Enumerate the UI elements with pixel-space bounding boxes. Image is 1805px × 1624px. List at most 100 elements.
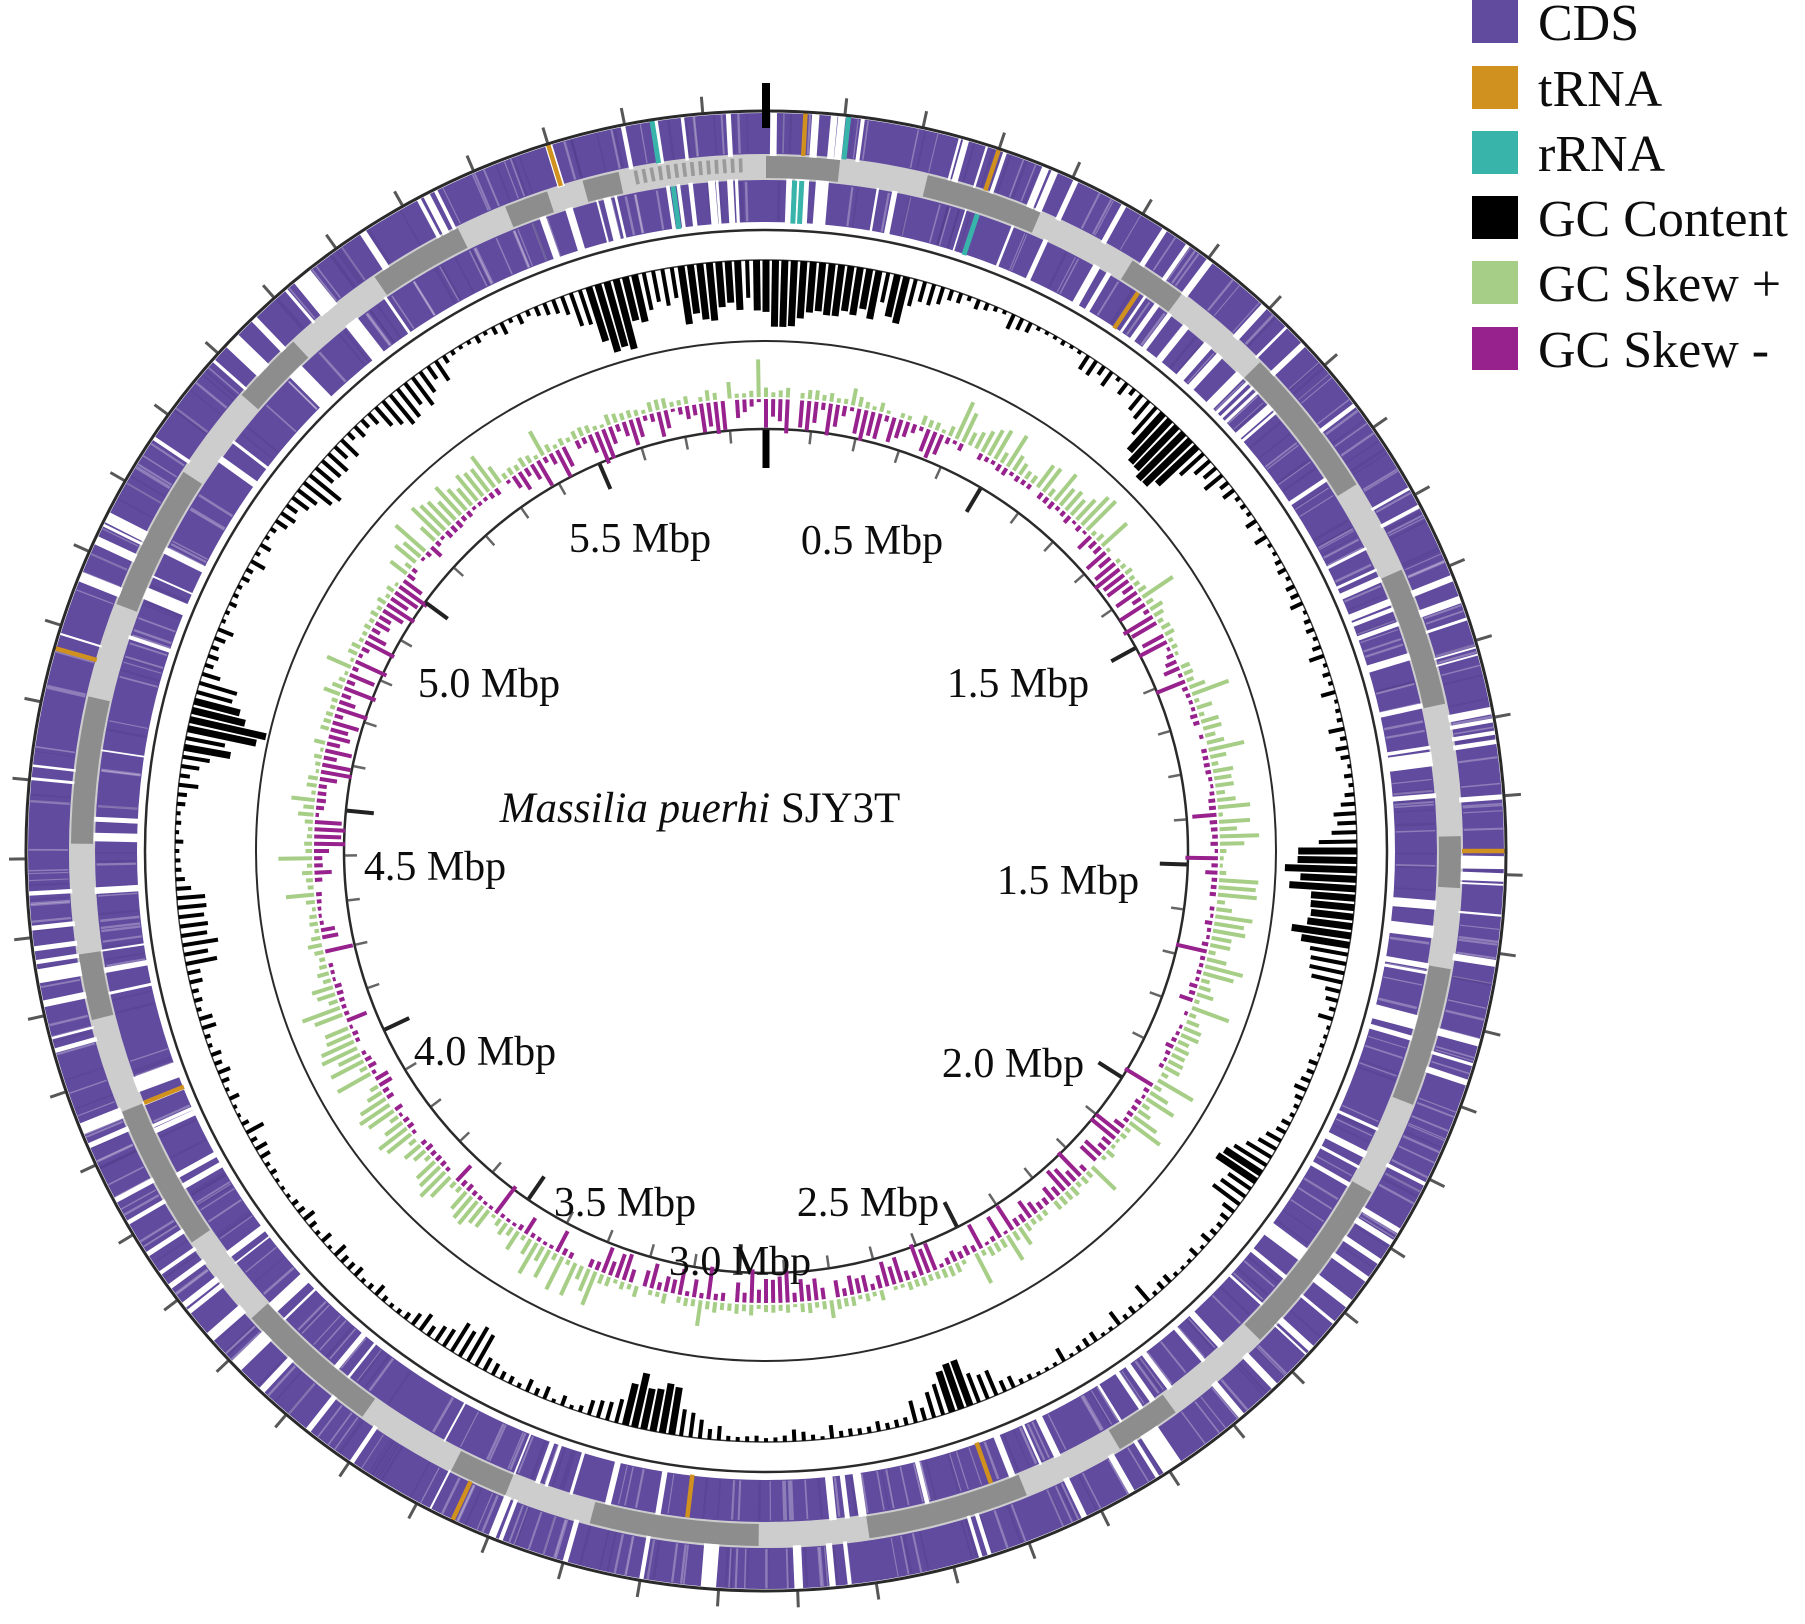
gc-spike bbox=[280, 1185, 286, 1191]
gc-spike bbox=[660, 268, 671, 307]
gc-skew-plus-spike bbox=[1141, 575, 1174, 599]
cds-shade bbox=[338, 1419, 364, 1454]
gc-skew-plus-spike bbox=[506, 466, 514, 476]
cds-striation bbox=[313, 1315, 341, 1346]
outer-tick bbox=[465, 155, 475, 171]
cds-shade bbox=[64, 1067, 103, 1081]
gc-skew-plus-spike bbox=[993, 429, 1014, 461]
gc-spike bbox=[176, 801, 186, 807]
gc-skew-minus-spike bbox=[398, 584, 429, 608]
cds-gap bbox=[1435, 653, 1481, 667]
gc-skew-track bbox=[278, 359, 1260, 1327]
gc-skew-plus-spike bbox=[1188, 679, 1206, 690]
gc-skew-plus-spike bbox=[879, 1289, 886, 1301]
cds-gap bbox=[1278, 1316, 1316, 1352]
gc-spike bbox=[924, 1391, 937, 1419]
cds-striation bbox=[109, 720, 149, 730]
gc-skew-minus-spike bbox=[315, 891, 322, 897]
cds-striation bbox=[1384, 1172, 1421, 1193]
gc-skew-plus-spike bbox=[1216, 789, 1226, 795]
gc-spike bbox=[1324, 986, 1341, 994]
cds-shade bbox=[1357, 1065, 1396, 1082]
gc-skew-plus-spike bbox=[343, 670, 349, 676]
cds-gap bbox=[914, 1459, 930, 1505]
trna-mark bbox=[800, 112, 808, 157]
gc-spike bbox=[849, 267, 864, 316]
cds-shade bbox=[1275, 1219, 1309, 1245]
cds-striation bbox=[983, 1441, 1000, 1480]
gc-skew-plus-spike bbox=[1212, 928, 1246, 939]
gc-skew-minus-spike bbox=[1142, 608, 1150, 616]
gc-spike bbox=[1130, 405, 1158, 436]
cds-gap bbox=[1318, 402, 1358, 434]
cds-striation bbox=[317, 1404, 343, 1438]
cds-striation bbox=[231, 1331, 262, 1361]
gc-skew-minus-spike bbox=[581, 436, 588, 445]
cds-striation bbox=[613, 1533, 625, 1574]
cds-gap bbox=[100, 749, 147, 758]
gc-skew-minus-spike bbox=[1035, 1201, 1044, 1211]
cds-shade bbox=[97, 805, 138, 810]
cds-striation bbox=[1152, 237, 1177, 271]
gc-skew-minus-spike bbox=[1192, 812, 1217, 819]
cds-gap bbox=[40, 991, 87, 1008]
gc-skew-plus-spike bbox=[1069, 1185, 1080, 1197]
gc-skew-plus-spike bbox=[326, 654, 352, 670]
gc-skew-plus-spike bbox=[1030, 1217, 1037, 1226]
cds-striation bbox=[175, 407, 209, 433]
gc-skew-minus-spike bbox=[805, 1284, 812, 1302]
cds-striation bbox=[1362, 468, 1398, 491]
cds-shade bbox=[719, 183, 724, 223]
cds-striation bbox=[225, 1325, 256, 1355]
cds-shade bbox=[1109, 290, 1134, 325]
outer-tick bbox=[274, 1414, 287, 1429]
cds-shade bbox=[1236, 1365, 1265, 1396]
inner-minor-tick bbox=[1157, 730, 1170, 736]
cds-gap bbox=[348, 1424, 378, 1466]
gc-skew-minus-spike bbox=[402, 1116, 410, 1123]
inner-minor-tick bbox=[347, 897, 360, 902]
gc-spike bbox=[191, 988, 200, 994]
cds-shade bbox=[130, 475, 166, 498]
cds-striation bbox=[1316, 1155, 1352, 1177]
gc-skew-plus-spike bbox=[1005, 1234, 1025, 1261]
gc-skew-minus-spike bbox=[386, 602, 416, 624]
gc-skew-minus-spike bbox=[670, 408, 676, 413]
cds-striation bbox=[1010, 1504, 1027, 1542]
gc-skew-plus-spike bbox=[408, 1138, 417, 1147]
cds-striation bbox=[287, 381, 318, 410]
cds-shade bbox=[1350, 448, 1386, 473]
cds-striation bbox=[368, 1357, 394, 1392]
gc-spike bbox=[935, 1370, 956, 1414]
cds-striation bbox=[1295, 487, 1329, 510]
gc-spike bbox=[1318, 839, 1357, 845]
gc-skew-minus-spike bbox=[367, 633, 387, 647]
gc-skew-plus-spike bbox=[1213, 773, 1232, 781]
gc-skew-plus-spike bbox=[324, 1026, 349, 1040]
gc-skew-minus-spike bbox=[354, 1036, 361, 1043]
cds-striation bbox=[1364, 643, 1404, 658]
gc-skew-minus-spike bbox=[455, 1164, 473, 1183]
cds-gap bbox=[232, 333, 270, 370]
cds-striation bbox=[207, 1199, 242, 1223]
gc-skew-minus-spike bbox=[314, 834, 342, 840]
cds-shade bbox=[440, 264, 462, 301]
cds-striation bbox=[737, 113, 741, 154]
gc-spike bbox=[1285, 584, 1296, 592]
gc-skew-plus-spike bbox=[1180, 661, 1191, 670]
gc-skew-plus-spike bbox=[501, 472, 508, 480]
gc-skew-plus-spike bbox=[1209, 942, 1231, 952]
gc-skew-minus-spike bbox=[784, 399, 790, 434]
cds-wide-gap bbox=[268, 1272, 311, 1313]
cds-gap bbox=[103, 959, 150, 974]
gc-skew-plus-spike bbox=[306, 782, 317, 788]
gc-spike bbox=[1135, 430, 1187, 482]
rrna-mark bbox=[797, 180, 805, 225]
cds-gap bbox=[1205, 370, 1240, 406]
contig-segment bbox=[765, 155, 841, 182]
gc-skew-plus-spike bbox=[941, 1268, 949, 1279]
cds-shade bbox=[1401, 547, 1439, 566]
cds-shade bbox=[569, 139, 583, 179]
cds-gap bbox=[688, 182, 698, 229]
gc-skew-plus-spike bbox=[907, 415, 913, 421]
